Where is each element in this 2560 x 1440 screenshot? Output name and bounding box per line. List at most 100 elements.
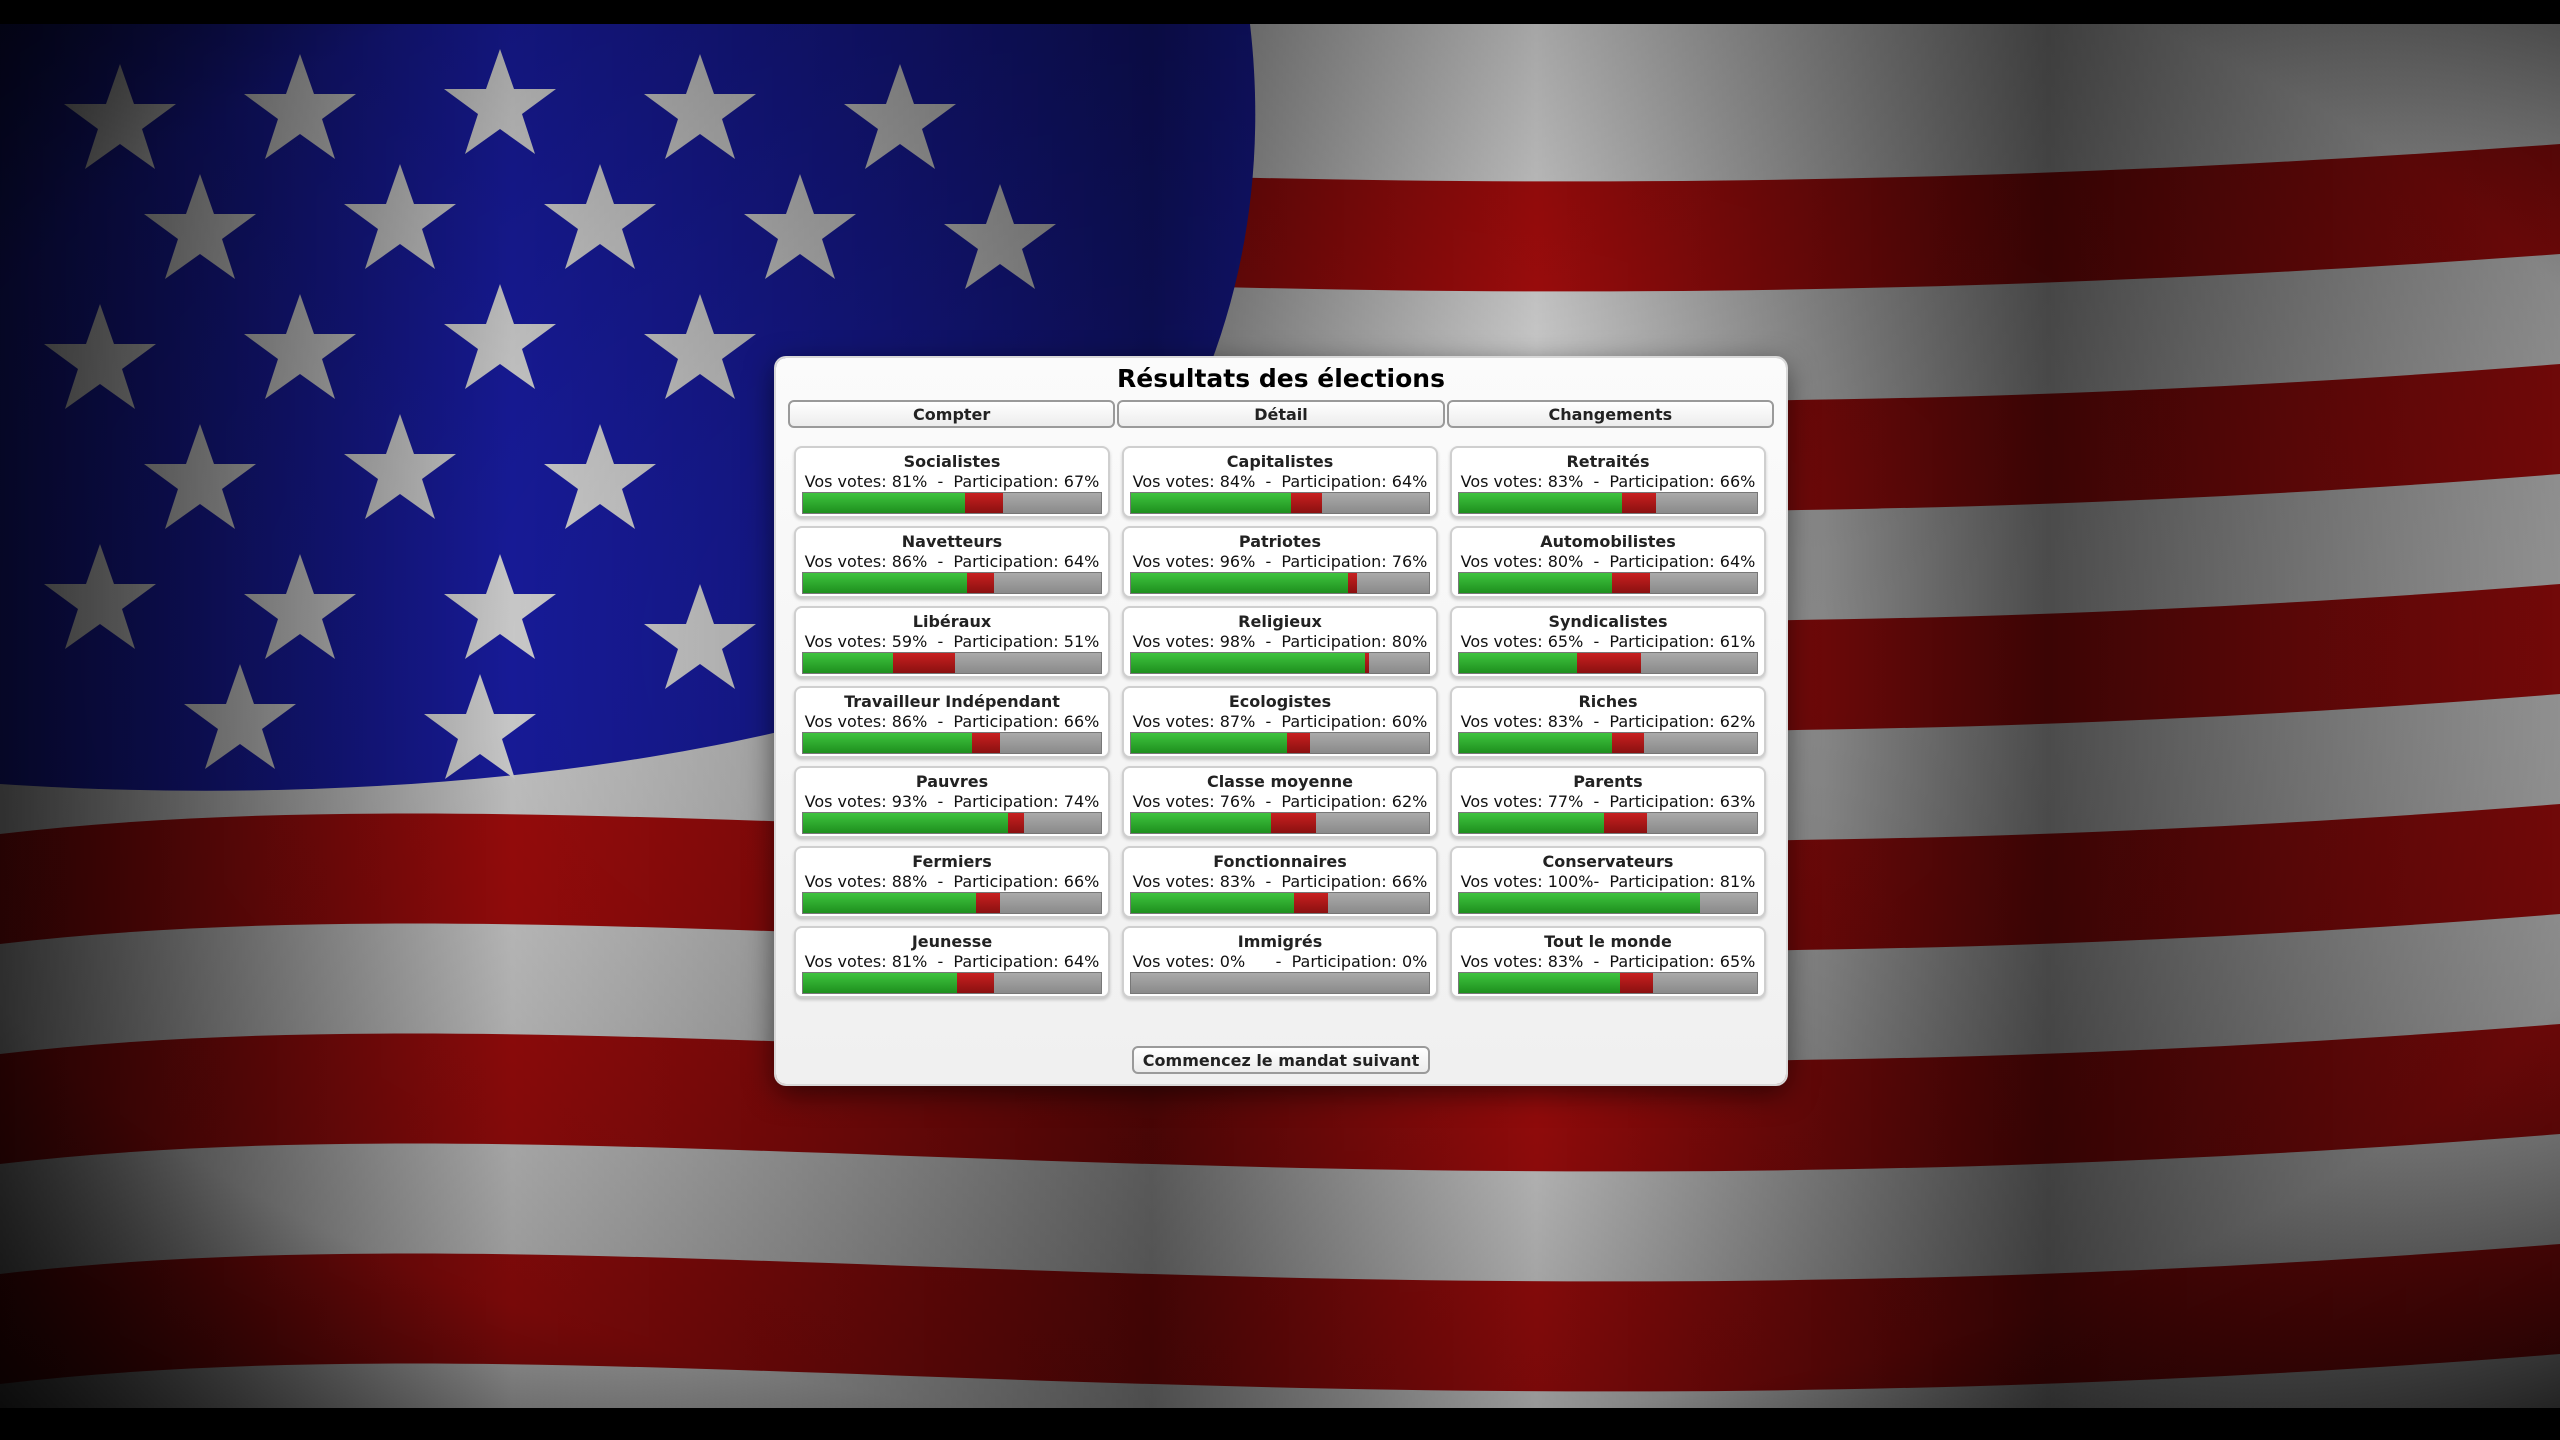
voter-group-name: Capitalistes [1226,452,1334,471]
opponent-share-fill [964,493,1003,513]
voter-group-name: Classe moyenne [1206,772,1354,791]
vote-share-fill [1459,893,1701,913]
voter-group-card: Parents Vos votes: 77% - Participation: 6… [1450,766,1766,838]
dialog-title: Résultats des élections [1117,364,1445,393]
voter-group-card: Conservateurs Vos votes: 100%- Participat… [1450,846,1766,918]
voter-group-name: Jeunesse [911,932,993,951]
election-results-dialog: Résultats des élections Compter Détail C… [776,358,1786,1084]
voter-group-stats: Vos votes: 86% - Participation: 64% [804,552,1100,571]
vote-share-fill [803,973,958,993]
participation-bar [802,892,1102,914]
voter-group-stats: Vos votes: 87% - Participation: 60% [1132,712,1428,731]
opponent-share-fill [1294,893,1328,913]
voter-groups-grid: Socialistes Vos votes: 81% - Participatio… [794,446,1768,998]
voter-group-card: Syndicalistes Vos votes: 65% - Participat… [1450,606,1766,678]
voter-group-card: Tout le monde Vos votes: 83% - Participat… [1450,926,1766,998]
opponent-share-fill [1364,653,1370,673]
opponent-share-fill [1291,493,1322,513]
voter-group-name: Tout le monde [1544,932,1672,951]
opponent-share-fill [1577,653,1641,673]
voter-group-stats: Vos votes: 83% - Participation: 62% [1460,712,1756,731]
opponent-share-fill [1611,573,1650,593]
voter-group-name: Riches [1578,692,1638,711]
participation-bar [1130,892,1430,914]
voter-group-card: Religieux Vos votes: 98% - Participation:… [1122,606,1438,678]
voter-group-name: Conservateurs [1542,852,1674,871]
participation-bar [1458,972,1758,994]
voter-group-stats: Vos votes: 81% - Participation: 67% [804,472,1100,491]
voter-group-card: Jeunesse Vos votes: 81% - Participation: … [794,926,1110,998]
participation-bar [1458,812,1758,834]
vote-share-fill [1131,733,1287,753]
participation-bar [1458,732,1758,754]
participation-bar [1458,892,1758,914]
participation-bar [1458,572,1758,594]
vote-share-fill [803,653,893,673]
voter-group-name: Navetteurs [901,532,1003,551]
voter-group-card: Ecologistes Vos votes: 87% - Participatio… [1122,686,1438,758]
vote-share-fill [803,813,1009,833]
participation-bar [1130,732,1430,754]
vote-share-fill [803,573,968,593]
voter-group-card: Capitalistes Vos votes: 84% - Participati… [1122,446,1438,518]
voter-group-name: Fermiers [912,852,992,871]
participation-bar [1130,492,1430,514]
vote-share-fill [1459,653,1578,673]
voter-group-stats: Vos votes: 65% - Participation: 61% [1460,632,1756,651]
voter-group-stats: Vos votes: 93% - Participation: 74% [804,792,1100,811]
voter-group-name: Immigrés [1237,932,1323,951]
voter-group-name: Socialistes [903,452,1001,471]
participation-bar [802,972,1102,994]
voter-group-stats: Vos votes: 59% - Participation: 51% [804,632,1100,651]
opponent-share-fill [972,733,1000,753]
start-next-term-button[interactable]: Commencez le mandat suivant [1132,1046,1430,1074]
voter-group-name: Patriotes [1238,532,1322,551]
opponent-share-fill [976,893,1000,913]
participation-bar [1458,652,1758,674]
voter-group-stats: Vos votes: 84% - Participation: 64% [1132,472,1428,491]
participation-bar [1458,492,1758,514]
voter-group-stats: Vos votes: 83% - Participation: 66% [1132,872,1428,891]
opponent-share-fill [957,973,994,993]
voter-group-name: Fonctionnaires [1213,852,1347,871]
voter-group-stats: Vos votes: 96% - Participation: 76% [1132,552,1428,571]
vote-share-fill [1131,893,1295,913]
vote-share-fill [803,493,965,513]
vote-share-fill [1131,653,1365,673]
voter-group-stats: Vos votes: 76% - Participation: 62% [1132,792,1428,811]
participation-bar [802,572,1102,594]
participation-bar [802,812,1102,834]
vote-share-fill [1131,493,1292,513]
voter-group-name: Ecologistes [1228,692,1332,711]
vote-share-fill [1459,733,1613,753]
voter-group-card: Fermiers Vos votes: 88% - Participation: … [794,846,1110,918]
tab-detail[interactable]: Détail [1117,400,1445,428]
tab-changements[interactable]: Changements [1446,400,1774,428]
opponent-share-fill [1286,733,1310,753]
opponent-share-fill [1619,973,1653,993]
vote-share-fill [803,733,973,753]
voter-group-card: Classe moyenne Vos votes: 76% - Participa… [1122,766,1438,838]
vote-share-fill [1459,813,1604,833]
voter-group-name: Libéraux [912,612,992,631]
voter-group-name: Automobilistes [1540,532,1676,551]
voter-group-stats: Vos votes: 86% - Participation: 66% [804,712,1100,731]
voter-group-card: Socialistes Vos votes: 81% - Participatio… [794,446,1110,518]
tab-compter[interactable]: Compter [788,400,1116,428]
voter-group-name: Pauvres [915,772,989,791]
voter-group-stats: Vos votes: 83% - Participation: 66% [1460,472,1756,491]
voter-group-name: Travailleur Indépendant [844,692,1060,711]
voter-group-card: Immigrés Vos votes: 0% - Participation: 0… [1122,926,1438,998]
voter-group-stats: Vos votes: 98% - Participation: 80% [1132,632,1428,651]
voter-group-card: Travailleur Indépendant Vos votes: 86% - … [794,686,1110,758]
vote-share-fill [803,893,977,913]
opponent-share-fill [1612,733,1644,753]
voter-group-card: Navetteurs Vos votes: 86% - Participation… [794,526,1110,598]
voter-group-stats: Vos votes: 88% - Participation: 66% [804,872,1100,891]
participation-bar [1130,652,1430,674]
voter-group-name: Retraités [1566,452,1650,471]
opponent-share-fill [967,573,994,593]
participation-bar [1130,972,1430,994]
vote-share-fill [1131,813,1272,833]
voter-group-card: Riches Vos votes: 83% - Participation: 62… [1450,686,1766,758]
